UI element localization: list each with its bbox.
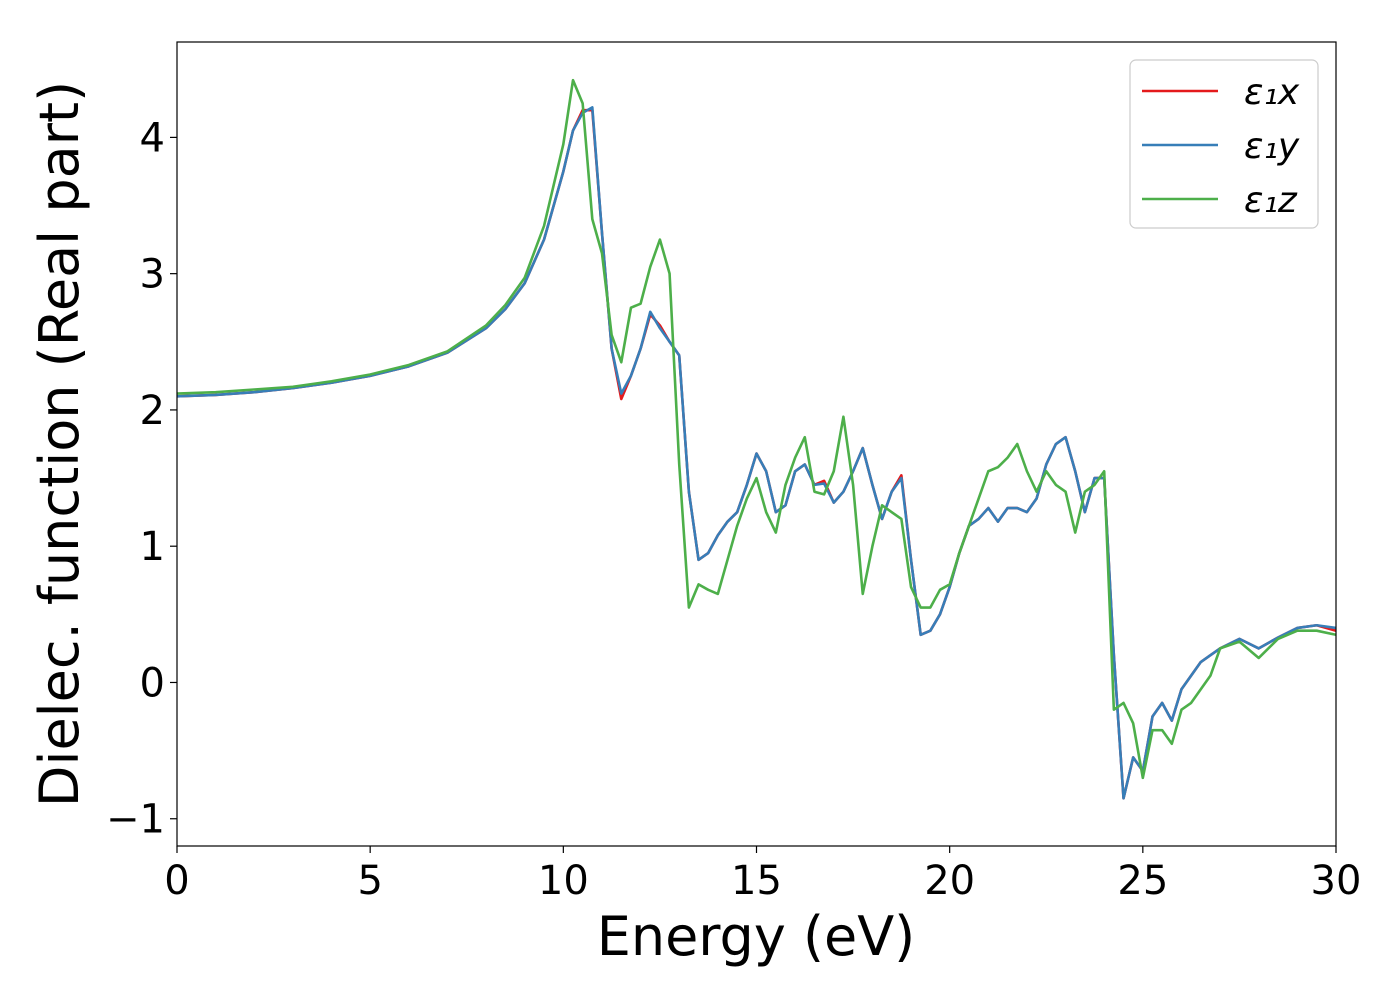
x-tick-label: 10: [538, 858, 589, 904]
y-tick-label: 0: [140, 660, 165, 706]
x-tick-label: 30: [1311, 858, 1362, 904]
x-tick-label: 20: [924, 858, 975, 904]
x-tick-label: 5: [357, 858, 382, 904]
x-tick-label: 15: [731, 858, 782, 904]
legend-label: ε₁y: [1244, 126, 1300, 167]
legend-box: [1129, 59, 1319, 229]
y-tick-label: −1: [106, 797, 165, 843]
x-tick-label: 25: [1117, 858, 1168, 904]
y-tick-label: 3: [140, 252, 165, 298]
legend-label: ε₁z: [1244, 180, 1298, 221]
y-tick-label: 4: [140, 115, 165, 161]
data-line: [177, 78, 1336, 780]
y-tick-label: 1: [140, 524, 165, 570]
x-axis-label: Energy (eV): [597, 905, 916, 968]
x-tick-label: 0: [164, 858, 189, 904]
legend-label: ε₁x: [1244, 72, 1300, 113]
y-tick-label: 2: [140, 388, 165, 434]
y-axis-label: Dielec. function (Real part): [28, 81, 91, 807]
